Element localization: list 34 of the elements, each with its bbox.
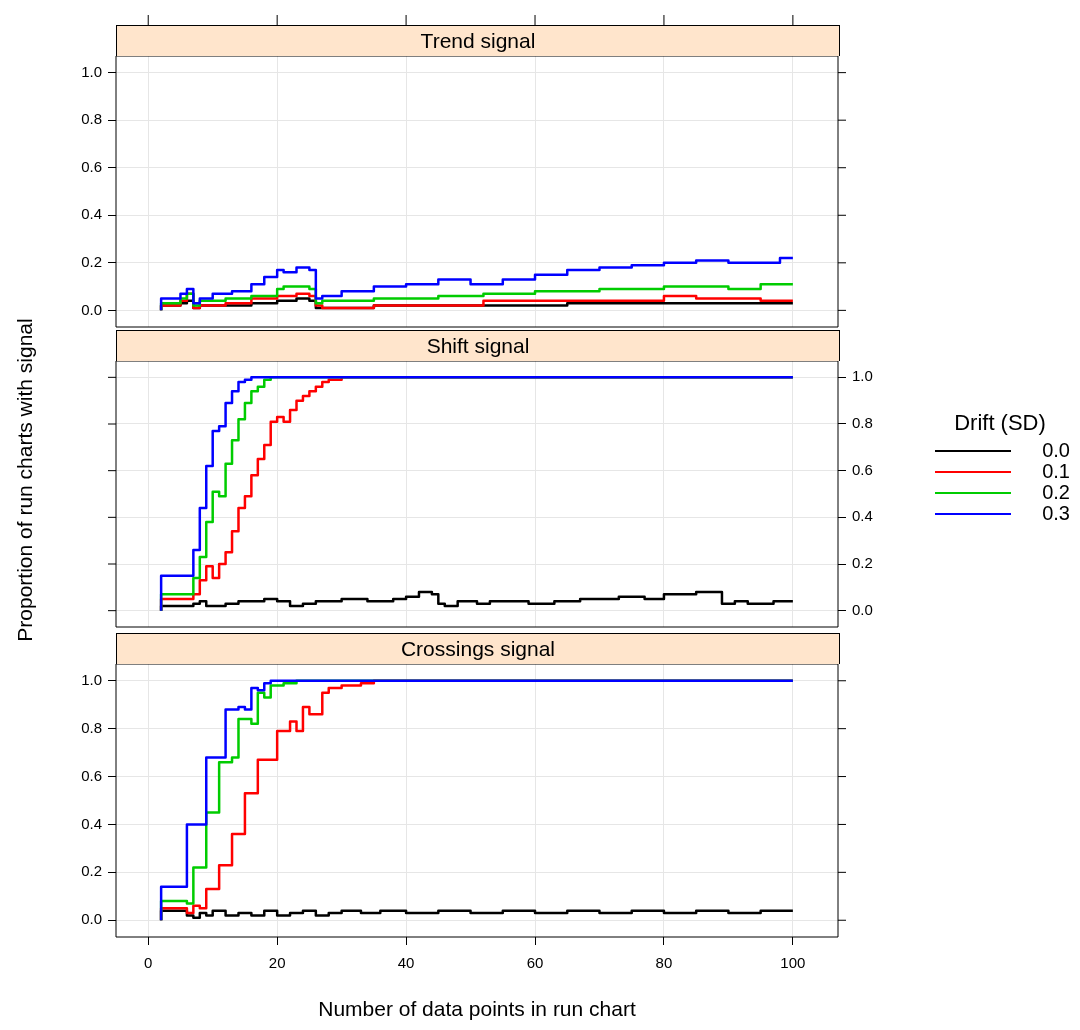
x-axis-title: Number of data points in run chart — [318, 997, 636, 1021]
chart-title: Shift signal — [116, 330, 840, 361]
y-tick-label: 0.2 — [81, 252, 102, 270]
legend-label: 0.2 — [1041, 481, 1070, 504]
y-tick-label: 0.4 — [81, 814, 102, 832]
y-tick-label: 0.8 — [852, 414, 873, 432]
legend-label: 0.3 — [1041, 502, 1070, 525]
y-axis-title: Proportion of run charts with signal — [13, 317, 37, 644]
legend-title: Drift (SD) — [953, 410, 1047, 436]
y-tick-label: 0.8 — [81, 718, 102, 736]
y-tick-label: 0.6 — [852, 460, 873, 478]
y-tick-label: 1.0 — [81, 62, 102, 80]
y-tick-label: 0.6 — [81, 766, 102, 784]
legend-label: 0.0 — [1041, 439, 1070, 462]
x-tick-label: 20 — [268, 954, 286, 972]
x-tick-label: 80 — [655, 954, 673, 972]
y-tick-label: 0.2 — [81, 862, 102, 880]
chart-title: Crossings signal — [116, 633, 840, 664]
y-tick-label: 0.0 — [81, 910, 102, 928]
chart-title: Trend signal — [116, 25, 840, 56]
x-tick-label: 60 — [526, 954, 544, 972]
y-tick-label: 1.0 — [852, 367, 873, 385]
y-tick-label: 1.0 — [81, 670, 102, 688]
y-tick-label: 0.8 — [81, 110, 102, 128]
y-tick-label: 0.4 — [852, 507, 873, 525]
y-tick-label: 0.2 — [852, 554, 873, 572]
x-tick-label: 40 — [397, 954, 415, 972]
y-tick-label: 0.4 — [81, 205, 102, 223]
x-tick-label: 100 — [780, 954, 806, 972]
y-tick-label: 0.0 — [81, 300, 102, 318]
legend-label: 0.1 — [1041, 460, 1070, 483]
y-tick-label: 0.0 — [852, 600, 873, 618]
y-tick-label: 0.6 — [81, 157, 102, 175]
x-tick-label: 0 — [144, 954, 153, 972]
